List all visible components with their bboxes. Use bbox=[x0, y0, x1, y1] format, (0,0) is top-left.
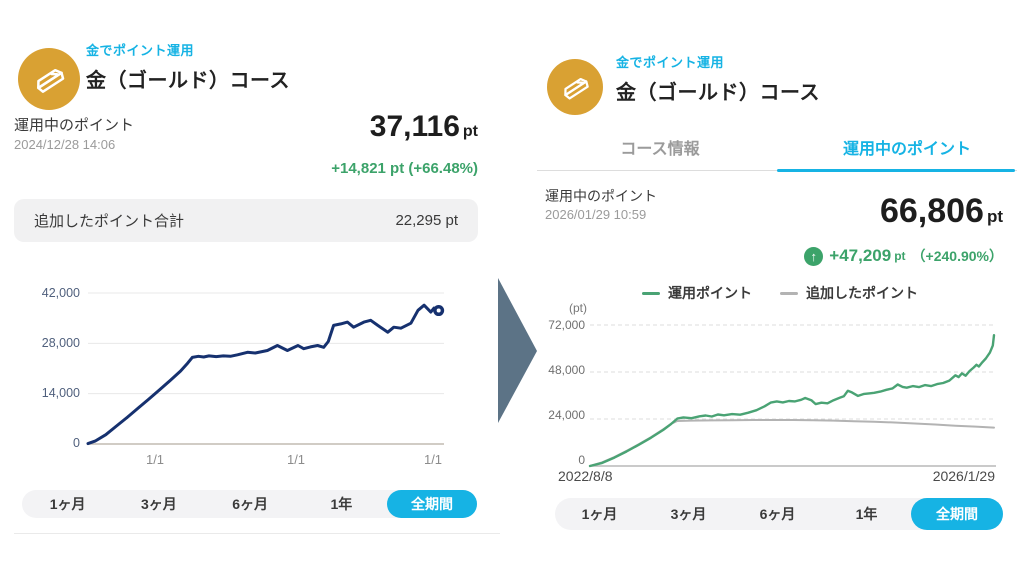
points-change: ↑ +47,209 pt （+240.90%） bbox=[804, 246, 1003, 266]
points-label: 運用中のポイント bbox=[14, 117, 135, 134]
chart-legend: 運用ポイント 追加したポイント bbox=[545, 283, 1015, 303]
period-tab-1m[interactable]: 1ヶ月 bbox=[49, 496, 86, 512]
course-title: 金（ゴールド）コース bbox=[86, 70, 290, 92]
period-tab-1m[interactable]: 1ヶ月 bbox=[581, 506, 618, 522]
y-axis-tick: 0 bbox=[578, 453, 585, 467]
y-axis-tick: 28,000 bbox=[41, 336, 80, 350]
gold-course-icon bbox=[18, 48, 80, 110]
period-tab-6m[interactable]: 6ヶ月 bbox=[759, 506, 796, 522]
legend-item: 追加したポイント bbox=[780, 283, 918, 303]
change-unit: pt bbox=[894, 249, 906, 263]
tab-active-points[interactable]: 運用中のポイント bbox=[842, 141, 971, 158]
period-tab-6m[interactable]: 6ヶ月 bbox=[232, 496, 269, 512]
x-axis-tick: 2026/1/29 bbox=[932, 468, 995, 484]
x-axis-tick: 1/1 bbox=[286, 452, 306, 467]
x-axis-tick: 1/1 bbox=[423, 452, 443, 467]
period-tab-1y[interactable]: 1年 bbox=[330, 496, 353, 512]
legend-label: 追加したポイント bbox=[806, 285, 918, 301]
y-axis-tick: 24,000 bbox=[548, 408, 585, 422]
points-change: +14,821 pt (+66.48%) bbox=[331, 160, 478, 177]
transition-arrow bbox=[498, 278, 537, 423]
tab-underline-active bbox=[777, 169, 1015, 172]
gold-ingot-icon bbox=[37, 68, 65, 93]
added-points-label: 追加したポイント合計 bbox=[34, 213, 185, 230]
change-percent: （+240.90%） bbox=[911, 248, 1003, 264]
y-axis-tick: 72,000 bbox=[548, 318, 585, 332]
period-tab-3m[interactable]: 3ヶ月 bbox=[670, 506, 707, 522]
app-label: 金でポイント運用 bbox=[616, 55, 725, 70]
x-axis-tick: 1/1 bbox=[145, 452, 165, 467]
legend-line-swatch bbox=[642, 291, 660, 295]
points-timestamp: 2024/12/28 14:06 bbox=[14, 137, 116, 152]
y-axis-tick: 14,000 bbox=[41, 386, 80, 400]
points-number: 66,806 bbox=[879, 192, 984, 230]
legend-line-swatch bbox=[780, 291, 798, 295]
points-timestamp: 2026/01/29 10:59 bbox=[545, 207, 647, 222]
app-label: 金でポイント運用 bbox=[86, 43, 195, 58]
points-unit: pt bbox=[986, 207, 1003, 226]
points-value: 66,806 pt bbox=[880, 192, 1003, 231]
points-number: 37,116 bbox=[369, 110, 460, 143]
legend-item: 運用ポイント bbox=[642, 283, 752, 303]
period-selector: 1ヶ月 3ヶ月 6ヶ月 1年 全期間 bbox=[555, 498, 1003, 530]
left-points-chart bbox=[86, 292, 445, 446]
x-axis-tick: 2022/8/8 bbox=[558, 468, 613, 484]
points-label: 運用中のポイント bbox=[545, 188, 657, 204]
period-tab-all[interactable]: 全期間 bbox=[911, 498, 1003, 530]
period-selector: 1ヶ月 3ヶ月 6ヶ月 1年 全期間 bbox=[22, 490, 477, 518]
y-axis-tick: 42,000 bbox=[41, 286, 80, 300]
divider bbox=[14, 533, 500, 534]
right-points-chart bbox=[588, 324, 996, 468]
legend-label: 運用ポイント bbox=[668, 285, 752, 301]
arrow-up-circle-icon: ↑ bbox=[804, 246, 824, 266]
y-axis-unit-label: (pt) bbox=[569, 301, 587, 315]
gold-course-icon bbox=[547, 59, 603, 115]
added-points-bar: 追加したポイント合計 22,295 pt bbox=[14, 199, 478, 242]
y-axis-tick: 48,000 bbox=[548, 363, 585, 377]
gold-ingot-icon bbox=[564, 77, 589, 100]
points-value: 37,116 pt bbox=[370, 110, 478, 144]
added-points-value: 22,295 pt bbox=[395, 212, 458, 229]
period-tab-all[interactable]: 全期間 bbox=[387, 490, 477, 518]
period-tab-1y[interactable]: 1年 bbox=[855, 506, 878, 522]
period-tab-3m[interactable]: 3ヶ月 bbox=[140, 496, 177, 512]
tab-course-info[interactable]: コース情報 bbox=[620, 141, 700, 158]
course-title: 金（ゴールド）コース bbox=[616, 82, 820, 104]
y-axis-tick: 0 bbox=[73, 436, 80, 450]
change-value: +47,209 bbox=[829, 246, 892, 265]
points-unit: pt bbox=[462, 123, 478, 140]
